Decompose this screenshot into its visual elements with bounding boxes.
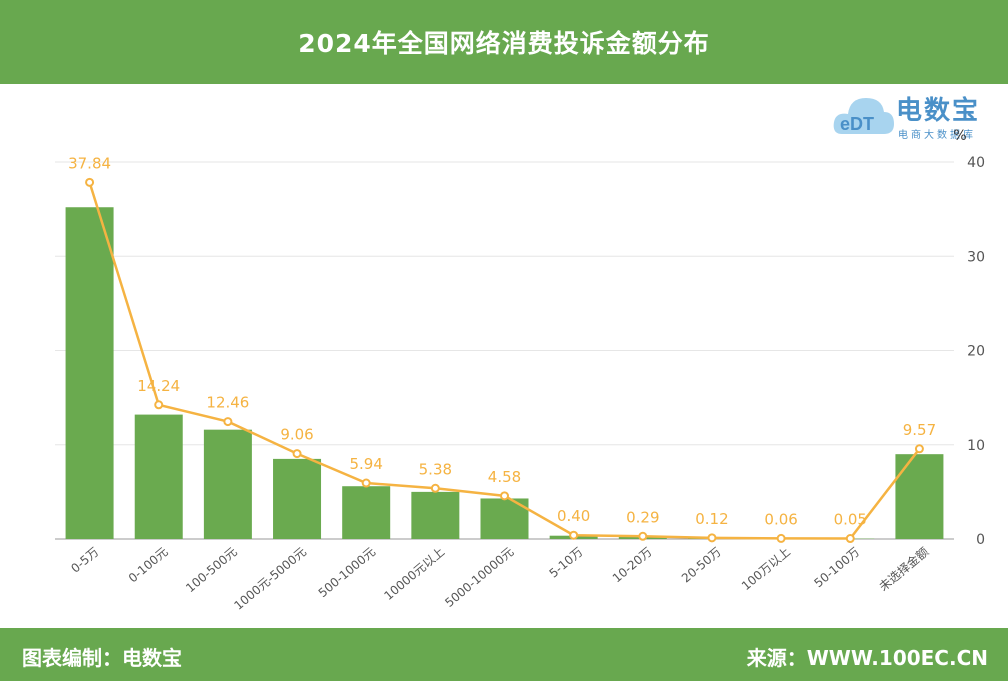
chart-header: 2024年全国网络消费投诉金额分布 (0, 0, 1008, 84)
bar (895, 454, 944, 539)
y-tick-label: 0 (976, 532, 985, 548)
y-tick-label: 20 (967, 344, 985, 360)
cloud-logo-icon: eDT (833, 98, 894, 134)
chart-title: 2024年全国网络消费投诉金额分布 (298, 29, 710, 58)
line-point (430, 483, 440, 493)
category-label: 5000-10000元 (442, 545, 516, 610)
footer-compiler: 图表编制：电数宝 (22, 646, 182, 670)
data-label: 5.94 (349, 455, 382, 473)
y-tick-label: 30 (967, 249, 985, 265)
line-point (500, 491, 509, 501)
category-label: 100-500元 (183, 545, 240, 596)
data-label: 0.40 (557, 507, 590, 525)
footer-source: 来源：WWW.100EC.CN (746, 646, 988, 670)
data-label: 14.24 (137, 377, 180, 395)
data-label: 0.05 (834, 511, 867, 529)
line-point (776, 533, 786, 543)
data-label: 0.12 (695, 510, 728, 528)
data-label: 9.57 (903, 421, 936, 439)
category-label: 50-100万 (811, 545, 862, 591)
bar (65, 207, 114, 539)
line-point (361, 478, 371, 488)
line-point (223, 417, 233, 427)
category-label: 20-50万 (679, 545, 724, 586)
brand-logo: eDT 电数宝 电商大数据库 (832, 84, 1002, 144)
bar (342, 486, 391, 539)
line-point (85, 177, 95, 187)
category-label: 0-5万 (68, 545, 101, 576)
category-label: 1000元-5000元 (231, 545, 309, 613)
category-label: 未选择金额 (876, 544, 932, 594)
data-label: 0.29 (626, 508, 659, 526)
category-label: 10000元以上 (381, 545, 447, 603)
bar (134, 414, 183, 539)
line-point (707, 533, 717, 543)
line-point (638, 531, 648, 541)
bar (203, 429, 252, 539)
data-label: 5.38 (419, 460, 452, 478)
category-label: 5-10万 (547, 545, 586, 581)
logo-brand: 电数宝 (896, 96, 981, 126)
logo-tagline: 电商大数据库 (898, 130, 976, 141)
bar (411, 491, 460, 539)
y-tick-label: 40 (967, 155, 985, 171)
category-label: 100万以上 (739, 545, 793, 594)
category-label: 10-20万 (610, 545, 655, 586)
data-label: 37.84 (68, 154, 111, 172)
line-point (569, 530, 579, 540)
data-label: 12.46 (206, 394, 249, 412)
bar (273, 458, 322, 539)
data-label: 4.58 (488, 468, 521, 486)
line-point (292, 449, 302, 459)
chart-area: 0 10 20 30 40% 37.84 14.24 12.46 9.06 5.94 5.38 4.5… (55, 128, 985, 613)
line-point (154, 400, 164, 410)
line-point (914, 444, 924, 454)
logo-mark: eDT (840, 114, 874, 134)
line-point (845, 534, 855, 544)
data-label: 0.06 (764, 510, 797, 528)
y-axis-unit: % (953, 128, 966, 144)
category-label: 0-100元 (126, 545, 171, 586)
data-label: 9.06 (280, 426, 313, 444)
category-label: 500-1000元 (316, 545, 378, 601)
y-tick-label: 10 (967, 438, 985, 454)
chart-footer: 图表编制：电数宝 来源：WWW.100EC.CN (0, 628, 1008, 681)
